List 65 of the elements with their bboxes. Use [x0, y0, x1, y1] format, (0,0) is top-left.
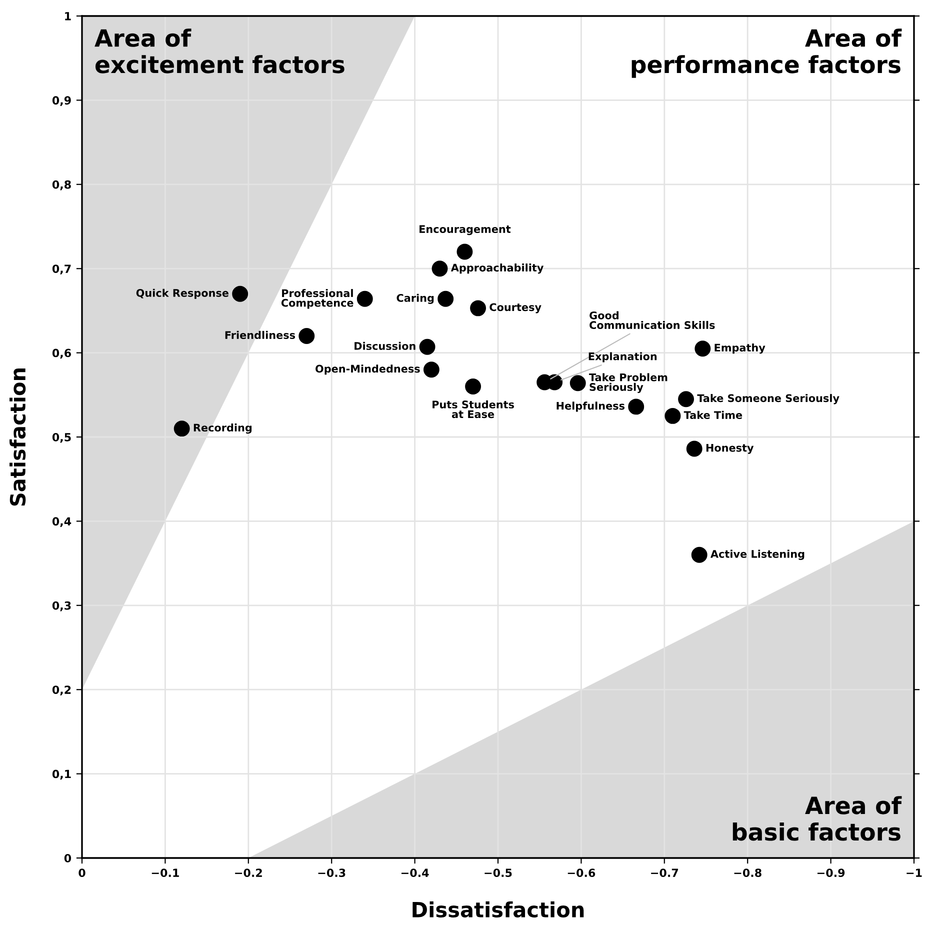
- x-tick-label: 0: [78, 868, 86, 878]
- point: [423, 362, 440, 378]
- point: [678, 391, 694, 408]
- point: [570, 375, 586, 392]
- y-tick-label: 0,1: [52, 770, 71, 780]
- x-tick-label: −0.8: [734, 868, 762, 878]
- point: [419, 338, 436, 355]
- annotation: Area of excitement factors: [94, 28, 344, 74]
- annotation: Approachability: [450, 264, 544, 274]
- y-tick-label: 0,5: [52, 432, 71, 443]
- annotation: Caring: [396, 294, 434, 304]
- y-tick-label: 0,7: [52, 264, 71, 274]
- annotation: Professional Competence: [281, 289, 354, 309]
- point: [664, 408, 681, 424]
- annotation: Take Someone Seriously: [697, 394, 840, 404]
- y-axis-title: Satisfaction: [10, 368, 26, 506]
- point: [438, 290, 454, 307]
- y-tick-label: 0,8: [52, 180, 71, 190]
- y-tick-label: 0: [64, 854, 72, 862]
- x-tick-label: −0.9: [817, 868, 845, 878]
- annotation: Discussion: [354, 342, 416, 350]
- annotation: Honesty: [706, 444, 754, 454]
- annotation: Take Time: [684, 410, 742, 419]
- annotation: Courtesy: [490, 303, 542, 314]
- y-tick-label: 1: [65, 12, 71, 20]
- x-tick-label: −0.3: [318, 868, 346, 878]
- annotation: Active Listening: [710, 550, 804, 560]
- annotation: Friendliness: [225, 330, 296, 339]
- x-axis-title: Dissatisfaction: [412, 901, 584, 918]
- point: [298, 328, 315, 344]
- y-tick-label: 0,6: [52, 348, 71, 359]
- point: [432, 260, 448, 277]
- annotation: Quick Response: [136, 288, 228, 299]
- annotation: Encouragement: [420, 225, 511, 236]
- point: [628, 398, 644, 415]
- point: [456, 244, 473, 260]
- y-tick-label: 0,4: [52, 517, 72, 527]
- point: [470, 300, 486, 316]
- annotation: Area of performance factors: [632, 28, 902, 78]
- x-tick-label: −0.1: [152, 868, 179, 878]
- x-tick-label: −1: [906, 868, 922, 877]
- x-tick-label: −0.4: [401, 868, 429, 878]
- point: [356, 290, 373, 307]
- annotation: Recording: [194, 424, 252, 434]
- annotation: Puts Students at Ease: [432, 400, 514, 418]
- annotation: Area of basic factors: [732, 796, 902, 841]
- point: [694, 340, 711, 357]
- y-tick-label: 0,9: [52, 96, 71, 106]
- annotation: Helpfulness: [556, 402, 625, 412]
- x-tick-label: −0.7: [651, 868, 678, 878]
- point: [174, 420, 190, 437]
- point: [691, 546, 708, 563]
- annotation: Explanation: [588, 352, 657, 362]
- y-tick-label: 0,3: [52, 601, 71, 612]
- x-tick-label: −0.2: [235, 868, 262, 878]
- annotation: Empathy: [714, 344, 766, 354]
- x-tick-label: −0.5: [484, 868, 512, 878]
- x-tick-label: −0.6: [568, 868, 596, 878]
- annotation: Take Problem Seriously: [589, 373, 668, 394]
- y-tick-label: 0,2: [52, 686, 71, 696]
- annotation: Open-Mindedness: [316, 364, 420, 375]
- point: [686, 440, 702, 457]
- point: [232, 286, 248, 302]
- annotation: Good Communication Skills: [590, 311, 715, 330]
- point: [465, 378, 482, 394]
